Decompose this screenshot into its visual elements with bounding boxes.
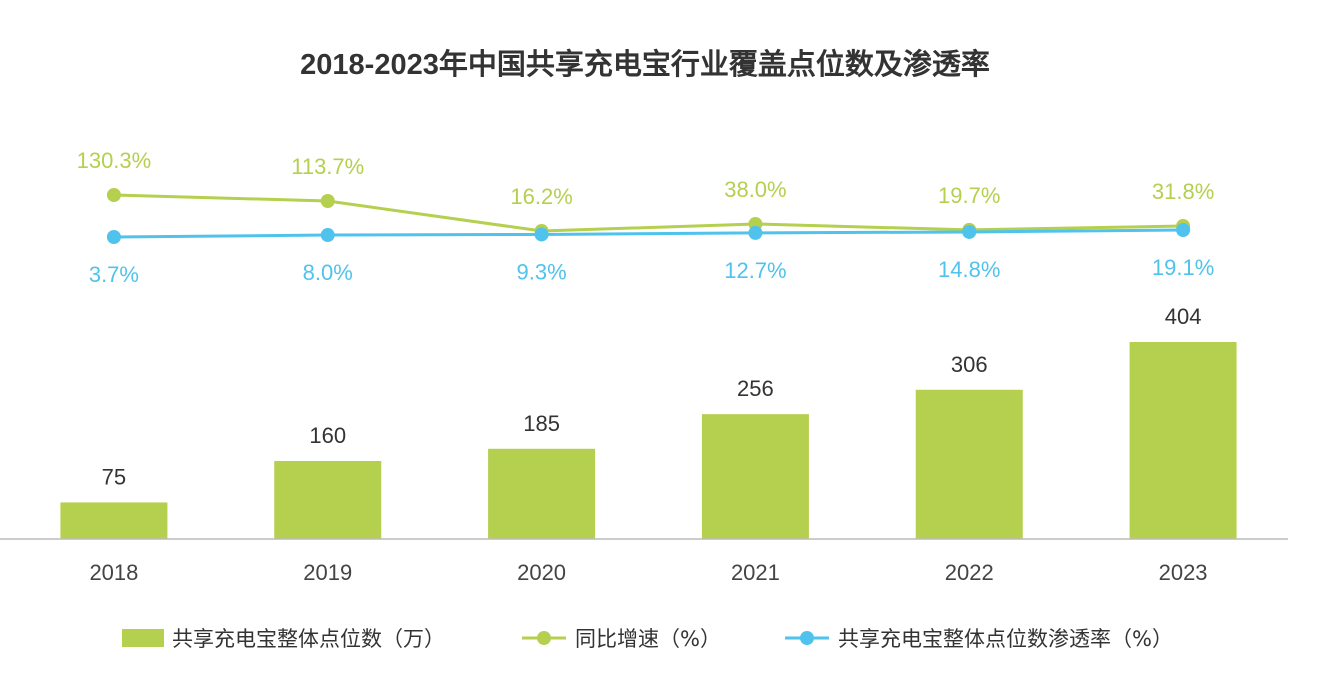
legend-growth-swatch-dot bbox=[537, 631, 551, 645]
penetration-label-2022: 14.8% bbox=[938, 257, 1000, 282]
penetration-point-2021 bbox=[748, 225, 763, 240]
penetration-point-2022 bbox=[962, 224, 977, 239]
penetration-point-2018 bbox=[106, 230, 121, 244]
growth-label-2023: 31.8% bbox=[1152, 179, 1214, 204]
legend-bar-swatch bbox=[122, 629, 164, 647]
penetration-point-2023 bbox=[1176, 223, 1191, 237]
growth-point-2019 bbox=[320, 194, 335, 208]
x-axis: 2018 2019 2020 2021 2022 2023 bbox=[0, 538, 1288, 585]
bar-label-2021: 256 bbox=[737, 376, 774, 401]
penetration-label-2018: 3.7% bbox=[89, 262, 139, 287]
growth-line bbox=[113, 193, 1184, 233]
penetration-point-2019 bbox=[320, 228, 335, 243]
legend-growth-label: 同比增速（%） bbox=[575, 627, 721, 651]
penetration-label-2021: 12.7% bbox=[724, 258, 786, 283]
bar-label-2018: 75 bbox=[102, 464, 126, 489]
bar-label-2022: 306 bbox=[951, 352, 988, 377]
legend-penetration-label: 共享充电宝整体点位数渗透率（%） bbox=[838, 627, 1173, 651]
penetration-line bbox=[113, 228, 1184, 239]
bar-group: 75 160 185 256 306 404 bbox=[60, 304, 1237, 539]
legend: 共享充电宝整体点位数（万） 同比增速（%） 共享充电宝整体点位数渗透率（%） bbox=[122, 627, 1173, 651]
x-tick-2021: 2021 bbox=[731, 560, 780, 585]
x-tick-2019: 2019 bbox=[303, 560, 352, 585]
growth-point-2018 bbox=[106, 188, 121, 202]
line-group: 130.3% 113.7% 16.2% 38.0% 19.7% 31.8% 3.7% 8.0%… bbox=[77, 148, 1215, 287]
bar-2023 bbox=[1129, 342, 1237, 539]
legend-bar-label: 共享充电宝整体点位数（万） bbox=[172, 627, 445, 651]
bar-2020 bbox=[488, 448, 596, 539]
bar-2018 bbox=[60, 502, 168, 539]
penetration-label-2020: 9.3% bbox=[517, 259, 567, 284]
growth-label-2020: 16.2% bbox=[510, 184, 572, 209]
bar-2021 bbox=[701, 414, 809, 539]
x-tick-2018: 2018 bbox=[89, 560, 138, 585]
bar-2022 bbox=[915, 389, 1023, 539]
x-tick-2022: 2022 bbox=[945, 560, 994, 585]
x-tick-2023: 2023 bbox=[1159, 560, 1208, 585]
penetration-label-2019: 8.0% bbox=[303, 260, 353, 285]
chart-title: 2018-2023年中国共享充电宝行业覆盖点位数及渗透率 bbox=[300, 47, 990, 81]
growth-label-2021: 38.0% bbox=[724, 177, 786, 202]
growth-label-2019: 113.7% bbox=[291, 154, 364, 179]
x-tick-2020: 2020 bbox=[517, 560, 566, 585]
penetration-label-2023: 19.1% bbox=[1152, 255, 1214, 280]
bar-label-2023: 404 bbox=[1165, 304, 1202, 329]
bar-label-2019: 160 bbox=[309, 423, 346, 448]
legend-penetration-swatch-dot bbox=[800, 631, 814, 645]
penetration-point-2020 bbox=[534, 227, 549, 242]
growth-label-2022: 19.7% bbox=[938, 183, 1000, 208]
bar-2019 bbox=[274, 460, 382, 539]
growth-label-2018: 130.3% bbox=[77, 148, 152, 173]
bar-label-2020: 185 bbox=[523, 411, 560, 436]
